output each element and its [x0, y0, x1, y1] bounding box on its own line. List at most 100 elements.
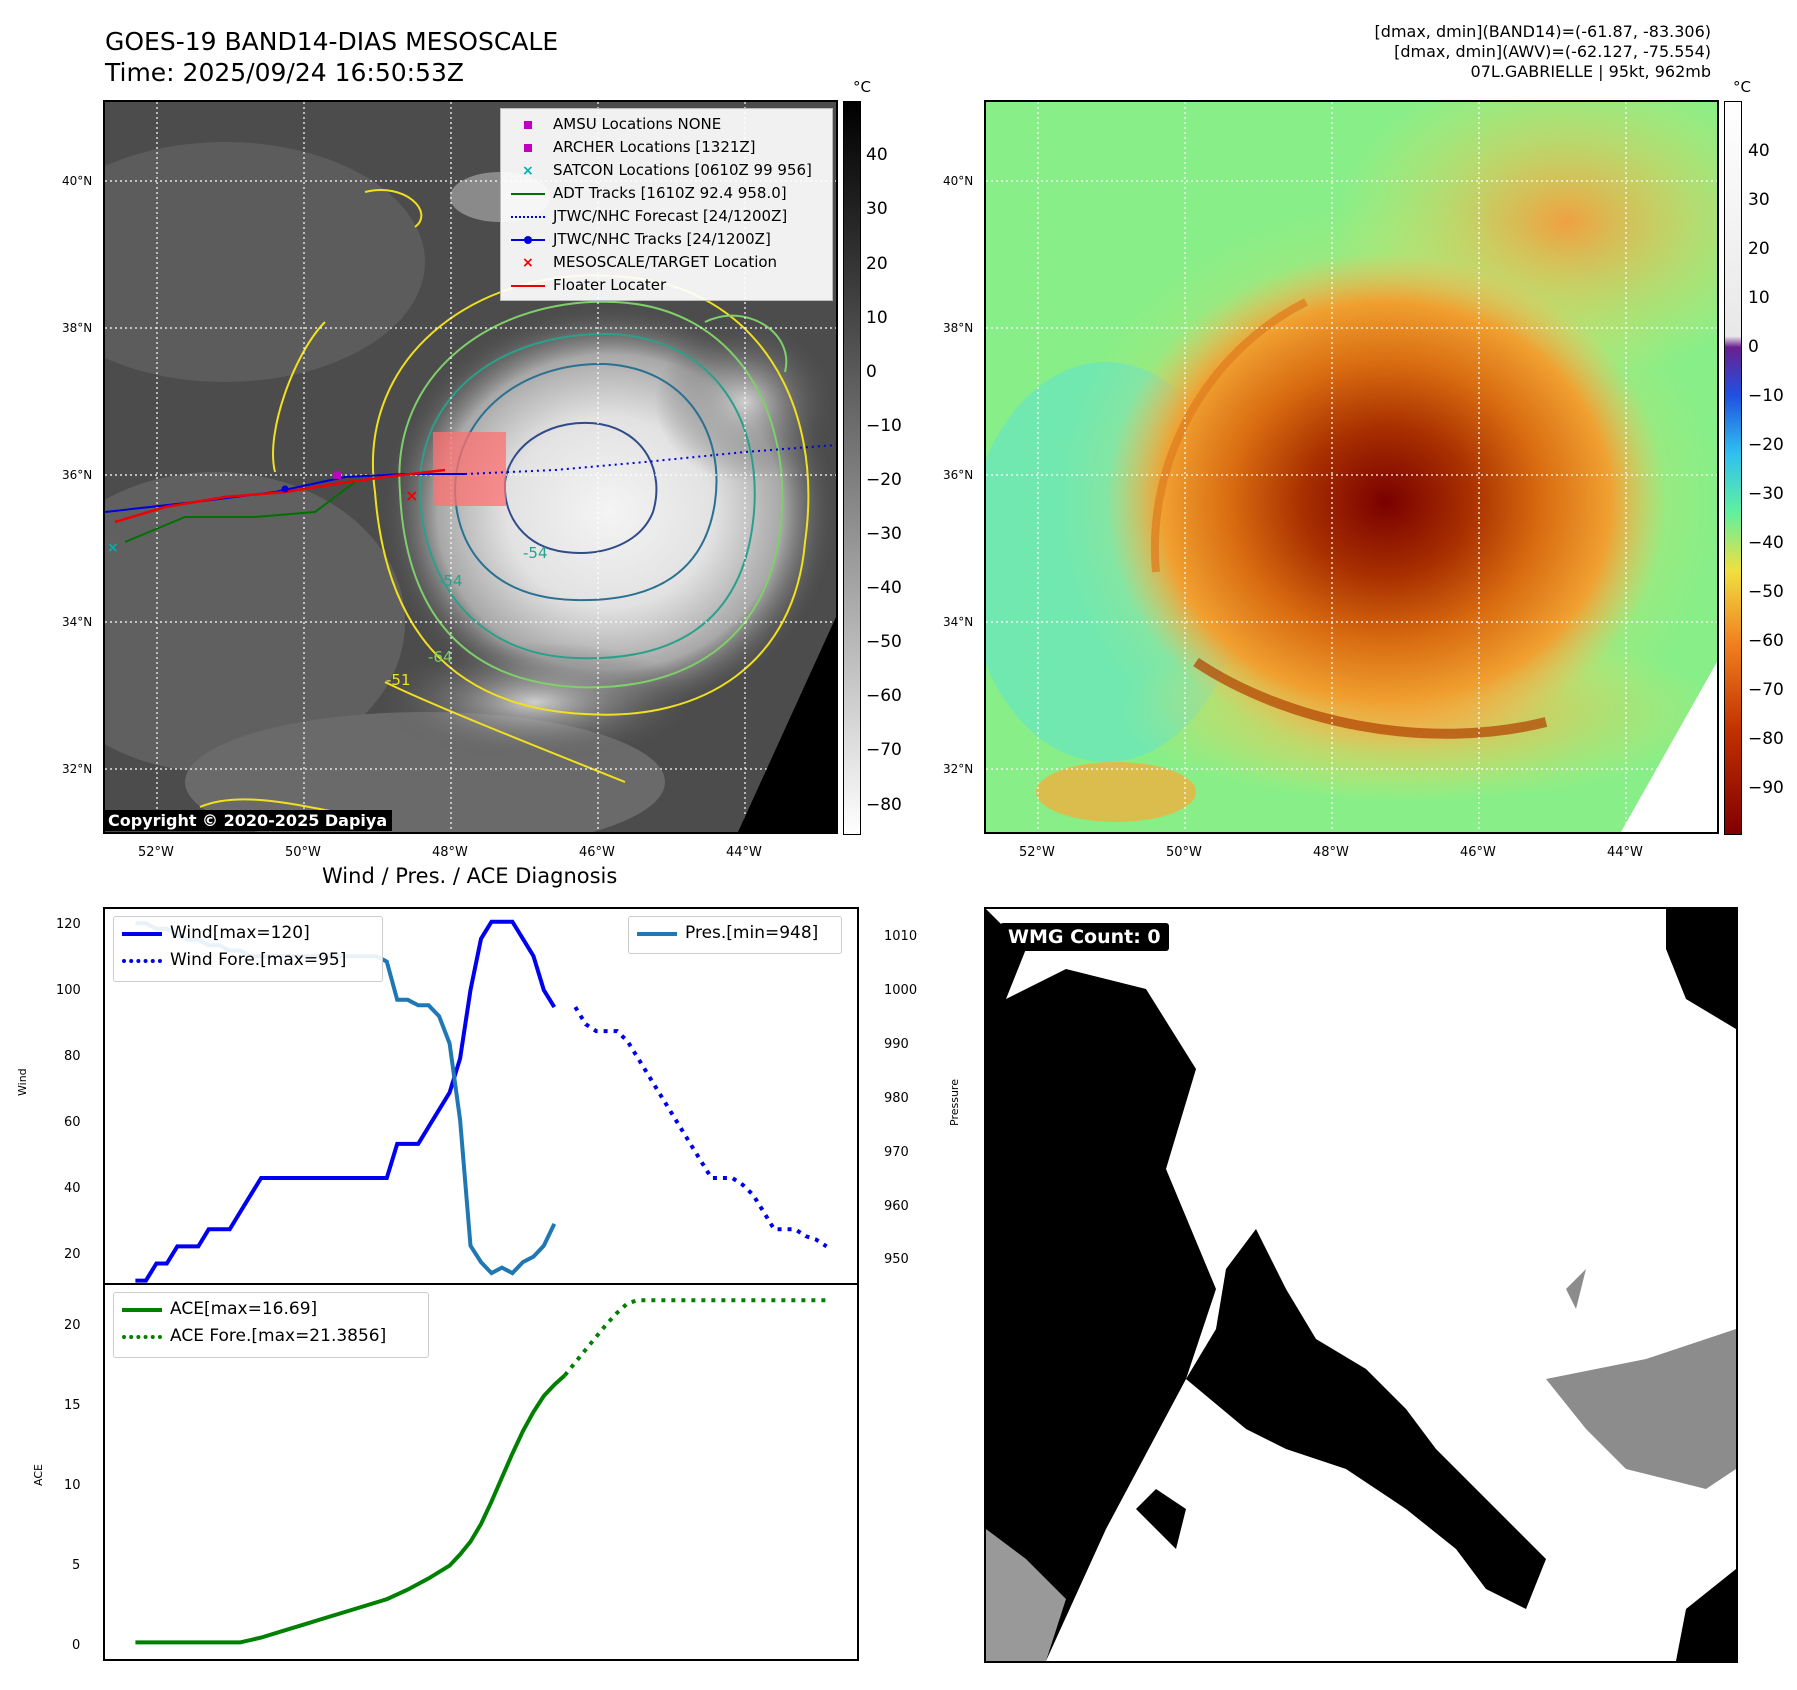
colorbar-tick: 30 — [866, 199, 888, 219]
ace-axis-label: ACE — [32, 1464, 45, 1486]
lon-label: 48°W — [432, 845, 468, 860]
ace-axes-frame — [103, 1283, 859, 1661]
storm-summary: 07L.GABRIELLE | 95kt, 962mb — [1470, 62, 1711, 81]
colorbar-tick: 40 — [1748, 141, 1770, 161]
colorbar-tick: −40 — [1748, 533, 1784, 553]
legend-label: ARCHER Locations [1321Z] — [553, 138, 756, 156]
ace-tick: 15 — [64, 1398, 81, 1413]
wind-series-line-observed — [135, 919, 557, 1283]
awv-stats: [dmax, dmin](AWV)=(-62.127, -75.554) — [1394, 42, 1711, 61]
legend-item-tracks: JTWC/NHC Tracks [24/1200Z] — [511, 228, 824, 251]
awv-colorbar — [1724, 101, 1742, 835]
legend-item-satcon: × SATCON Locations [0610Z 99 956] — [511, 159, 824, 182]
solid-line-icon — [511, 186, 545, 202]
lon-label: 48°W — [1313, 845, 1349, 860]
pressure-tick: 990 — [884, 1037, 909, 1052]
colorbar-tick: −30 — [1748, 484, 1784, 504]
colorbar-tick: 0 — [866, 362, 877, 382]
ace-tick: 10 — [64, 1478, 81, 1493]
legend-item-forecast: JTWC/NHC Forecast [24/1200Z] — [511, 205, 824, 228]
colorbar-tick: −50 — [1748, 582, 1784, 602]
lat-label: 40°N — [943, 174, 974, 188]
pressure-tick: 960 — [884, 1199, 909, 1214]
lon-label: 52°W — [138, 845, 174, 860]
contour-label: -54 — [523, 544, 548, 562]
solid-line-icon — [122, 926, 162, 942]
colorbar-tick: −70 — [1748, 680, 1784, 700]
map-legend: AMSU Locations NONE ARCHER Locations [13… — [500, 108, 833, 301]
colorbar-tick: 20 — [866, 254, 888, 274]
legend-item-ace-fore: ACE Fore.[max=21.3856] — [122, 1323, 420, 1350]
lat-label: 36°N — [62, 468, 93, 482]
pressure-tick: 1010 — [884, 929, 918, 944]
legend-item-wind-fore: Wind Fore.[max=95] — [122, 947, 374, 974]
dotted-line-icon — [511, 209, 545, 225]
pressure-axis-label: Pressure — [948, 1079, 961, 1126]
legend-label: JTWC/NHC Tracks [24/1200Z] — [553, 230, 771, 248]
ir-colorbar — [843, 101, 861, 835]
legend-label: ACE Fore.[max=21.3856] — [170, 1326, 387, 1346]
legend-label: AMSU Locations NONE — [553, 115, 722, 133]
legend-label: ACE[max=16.69] — [170, 1299, 318, 1319]
colorbar-tick: 10 — [866, 308, 888, 328]
wind-tick: 40 — [64, 1181, 81, 1196]
figure-title: GOES-19 BAND14-DIAS MESOSCALE — [105, 27, 559, 56]
lat-label: 34°N — [62, 615, 93, 629]
ace-tick: 5 — [72, 1558, 81, 1573]
pressure-tick: 1000 — [884, 983, 918, 998]
lon-label: 44°W — [1607, 845, 1643, 860]
colorbar-tick: −10 — [866, 416, 902, 436]
solid-line-icon — [511, 278, 545, 294]
square-marker-icon — [511, 117, 545, 133]
colorbar-tick: −60 — [866, 686, 902, 706]
legend-label: Wind[max=120] — [170, 923, 310, 943]
wmg-image — [986, 909, 1736, 1661]
lon-label: 52°W — [1019, 845, 1055, 860]
ace-legend: ACE[max=16.69] ACE Fore.[max=21.3856] — [113, 1292, 429, 1358]
ace-series-line-observed — [135, 1373, 567, 1645]
lon-label: 50°W — [285, 845, 321, 860]
wind-tick: 20 — [64, 1247, 81, 1262]
lon-label: 44°W — [726, 845, 762, 860]
legend-label: MESOSCALE/TARGET Location — [553, 253, 778, 271]
x-marker-icon: × — [522, 254, 534, 271]
dotted-line-icon — [122, 1329, 162, 1345]
colorbar-tick: −20 — [1748, 435, 1784, 455]
colorbar-tick: −80 — [1748, 729, 1784, 749]
colorbar-tick: −60 — [1748, 631, 1784, 651]
pressure-legend: Pres.[min=948] — [628, 916, 842, 954]
awv-map-image — [986, 102, 1717, 832]
band14-stats: [dmax, dmin](BAND14)=(-61.87, -83.306) — [1374, 22, 1711, 41]
legend-label: Wind Fore.[max=95] — [170, 950, 347, 970]
lat-label: 36°N — [943, 468, 974, 482]
colorbar-tick: −80 — [866, 795, 902, 815]
wind-tick: 80 — [64, 1049, 81, 1064]
colorbar-tick: 30 — [1748, 190, 1770, 210]
ir-map-panel: × × -54 -54 -64 -51 AMSU Locations NONE … — [103, 100, 838, 834]
svg-text:×: × — [405, 486, 418, 505]
legend-label: SATCON Locations [0610Z 99 956] — [553, 161, 812, 179]
legend-item-adt: ADT Tracks [1610Z 92.4 958.0] — [511, 182, 824, 205]
colorbar-tick: 20 — [1748, 239, 1770, 259]
square-marker-icon — [511, 140, 545, 156]
dotted-line-icon — [122, 953, 162, 969]
wind-tick: 100 — [56, 983, 81, 998]
legend-label: ADT Tracks [1610Z 92.4 958.0] — [553, 184, 787, 202]
diag-chart — [103, 907, 859, 1661]
figure-time: Time: 2025/09/24 16:50:53Z — [105, 58, 464, 87]
legend-label: JTWC/NHC Forecast [24/1200Z] — [553, 207, 788, 225]
solid-line-icon — [122, 1302, 162, 1318]
colorbar-tick: −50 — [866, 632, 902, 652]
colorbar-tick: −20 — [866, 470, 902, 490]
wind-legend: Wind[max=120] Wind Fore.[max=95] — [113, 916, 383, 982]
lat-label: 38°N — [62, 321, 93, 335]
line-dot-icon — [511, 232, 545, 248]
lon-label: 50°W — [1166, 845, 1202, 860]
awv-map-panel — [984, 100, 1719, 834]
lat-label: 38°N — [943, 321, 974, 335]
lon-label: 46°W — [579, 845, 615, 860]
ace-tick: 20 — [64, 1318, 81, 1333]
wind-tick: 120 — [56, 917, 81, 932]
legend-item-pressure: Pres.[min=948] — [637, 920, 833, 947]
wind-tick: 60 — [64, 1115, 81, 1130]
